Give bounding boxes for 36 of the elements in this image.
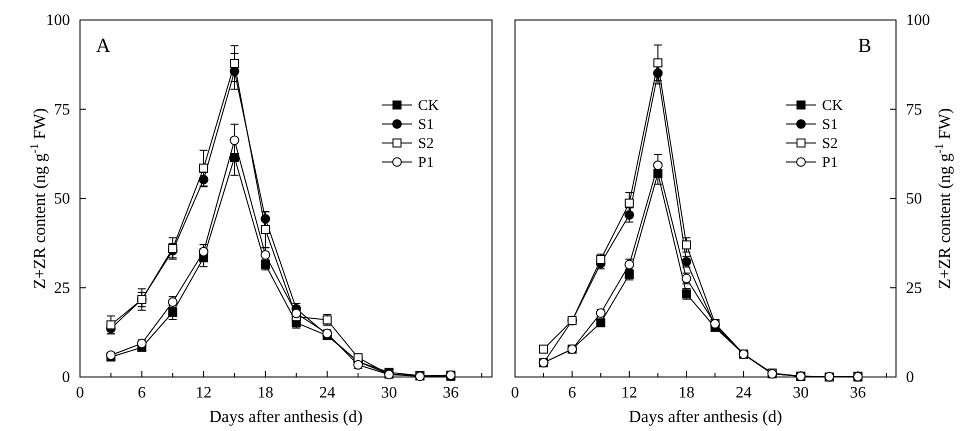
x-tick-label: 36 bbox=[442, 384, 459, 402]
y-tick-label: 75 bbox=[54, 101, 70, 118]
y-tick-label: 0 bbox=[906, 369, 914, 386]
y-tick-label: 25 bbox=[54, 280, 70, 297]
legend-label: P1 bbox=[418, 155, 434, 171]
x-tick-label: 12 bbox=[621, 384, 638, 402]
legend-label: S1 bbox=[822, 117, 838, 133]
x-tick-label: 6 bbox=[138, 384, 146, 402]
x-tick-label: 36 bbox=[850, 384, 866, 402]
legend-label: CK bbox=[822, 98, 844, 114]
y-tick-label: 0 bbox=[62, 369, 70, 386]
x-axis-title: Days after anthesis (d) bbox=[209, 407, 363, 426]
x-tick-label: 0 bbox=[76, 384, 84, 402]
text: B bbox=[858, 35, 872, 57]
y-tick-label: 100 bbox=[46, 12, 70, 30]
y-tick-label: 50 bbox=[906, 190, 922, 208]
x-tick-label: 6 bbox=[568, 384, 576, 402]
legend-label: P1 bbox=[822, 155, 838, 171]
x-tick-label: 30 bbox=[792, 384, 809, 402]
legend-label: S2 bbox=[822, 136, 838, 152]
x-axis-title: Days after anthesis (d) bbox=[628, 407, 782, 426]
x-tick-label: 0 bbox=[511, 384, 519, 402]
legend-label: S2 bbox=[418, 136, 434, 152]
x-tick-label: 24 bbox=[736, 384, 752, 402]
y-tick-label: 50 bbox=[54, 190, 70, 208]
y-tick-label: 100 bbox=[906, 12, 930, 30]
y-tick-label: 75 bbox=[906, 101, 922, 118]
x-tick-label: 24 bbox=[319, 384, 336, 402]
y-tick-label: 25 bbox=[906, 280, 922, 297]
x-tick-label: 18 bbox=[678, 384, 694, 402]
text: A bbox=[96, 35, 111, 57]
x-tick-label: 12 bbox=[196, 384, 212, 402]
legend-label: CK bbox=[418, 98, 440, 114]
x-tick-label: 18 bbox=[257, 384, 274, 402]
legend-label: S1 bbox=[418, 117, 434, 133]
x-tick-label: 30 bbox=[381, 384, 397, 402]
